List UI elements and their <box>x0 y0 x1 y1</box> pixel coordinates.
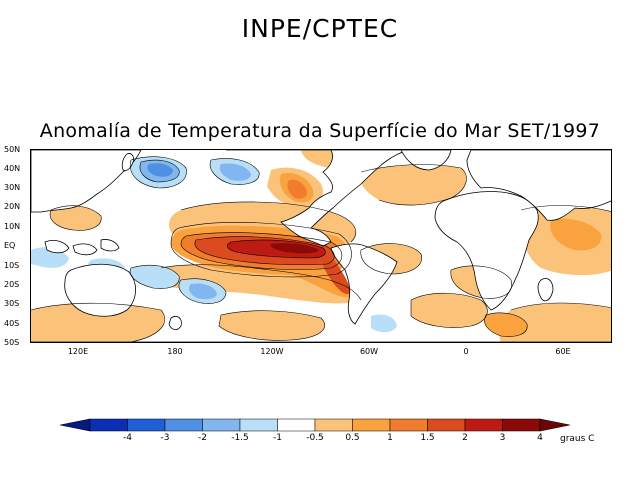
colorbar <box>60 418 571 432</box>
sst-anomaly-map <box>30 149 612 343</box>
units-label: graus C <box>560 434 595 444</box>
lat-label: 50N <box>4 145 21 154</box>
lat-label: 40S <box>4 319 20 328</box>
lat-label: 30S <box>4 299 20 308</box>
colorbar-cell <box>89 418 128 432</box>
anomaly-fill-cooler <box>147 163 173 177</box>
colorbar-cell <box>427 418 466 432</box>
lat-label: EQ <box>4 241 16 250</box>
colorbar-cell <box>389 418 428 432</box>
colorbar-label: -4 <box>123 433 132 443</box>
colorbar-cell <box>202 418 241 432</box>
nz-land <box>168 316 182 330</box>
colorbar-cell <box>239 418 278 432</box>
map-title: Anomalía de Temperatura da Superfície do… <box>39 120 601 142</box>
lat-label: 20N <box>4 202 21 211</box>
contour-lines <box>31 156 611 342</box>
japan-land <box>121 153 134 171</box>
lon-label: 60W <box>359 347 379 356</box>
colorbar-cell <box>502 418 541 432</box>
colorbar-label: -3 <box>160 433 170 443</box>
colorbar-cell <box>127 418 166 432</box>
lon-label: 120E <box>67 347 89 356</box>
lon-label: 60E <box>555 347 571 356</box>
eurasia-land <box>466 150 611 221</box>
lon-label: 120W <box>260 347 284 356</box>
colorbar-label: -2 <box>198 433 207 443</box>
lat-label: 10S <box>4 261 20 270</box>
antarctica-edge <box>31 341 611 342</box>
colorbar-arrow-left <box>60 418 91 432</box>
colorbar-cell <box>164 418 203 432</box>
colorbar-cell <box>352 418 391 432</box>
colorbar-arrow-right <box>539 418 571 432</box>
north-america-land <box>226 150 410 247</box>
colorbar-label: 2 <box>462 433 468 443</box>
lat-label: 50S <box>4 338 20 347</box>
lat-label: 10N <box>4 222 21 231</box>
lat-label: 40N <box>4 164 21 173</box>
colorbar-label: -1.5 <box>231 433 249 443</box>
colorbar-label: 1 <box>387 433 393 443</box>
colorbar-cell <box>464 418 503 432</box>
lon-label: 0 <box>463 347 469 356</box>
lat-label: 20S <box>4 280 20 289</box>
colorbar-label: 4 <box>537 433 543 443</box>
header-title: INPE/CPTEC <box>241 14 399 43</box>
lat-label: 30N <box>4 183 21 192</box>
colorbar-label: -0.5 <box>306 433 324 443</box>
anomaly-fill-darkest <box>270 243 319 254</box>
land-masses <box>31 150 611 342</box>
colorbar-label: -1 <box>273 433 282 443</box>
lon-label: 180 <box>167 347 183 356</box>
colorbar-cell <box>277 418 316 432</box>
colorbar-cell <box>314 418 353 432</box>
indonesia-land <box>44 239 120 256</box>
colorbar-label: 0.5 <box>345 433 360 443</box>
colorbar-label: 1.5 <box>420 433 435 443</box>
madagascar-land <box>537 278 554 302</box>
colorbar-label: 3 <box>499 433 506 443</box>
